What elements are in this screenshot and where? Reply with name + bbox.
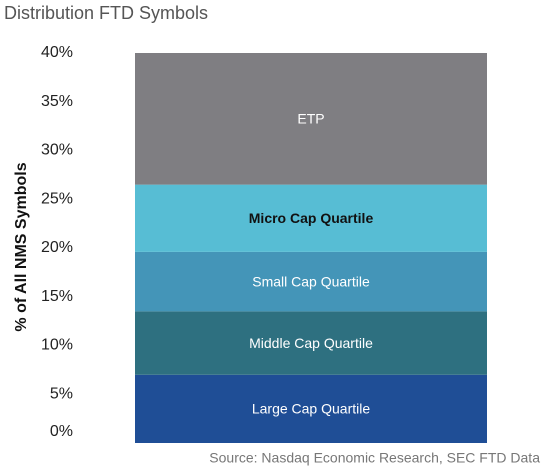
segment-label: ETP	[297, 111, 324, 127]
y-tick-label: 5%	[50, 385, 73, 402]
segment-label: Micro Cap Quartile	[249, 210, 374, 226]
y-tick-label: 20%	[41, 239, 73, 256]
bar-segment	[135, 311, 487, 375]
segment-label: Small Cap Quartile	[252, 273, 370, 289]
y-axis-label: % of All NMS Symbols	[13, 162, 30, 331]
y-tick-label: 25%	[41, 190, 73, 207]
y-tick-label: 35%	[41, 93, 73, 110]
y-tick-label: 40%	[41, 44, 73, 61]
source-note: Source: Nasdaq Economic Research, SEC FT…	[209, 450, 540, 466]
y-tick-label: 15%	[41, 288, 73, 305]
bar-segment	[135, 251, 487, 312]
segment-label: Large Cap Quartile	[252, 401, 371, 417]
bar-segment	[135, 374, 487, 443]
segment-label: Middle Cap Quartile	[249, 335, 373, 351]
bar-segment	[135, 184, 487, 252]
y-tick-label: 0%	[50, 423, 73, 440]
chart-title: Distribution FTD Symbols	[4, 3, 208, 23]
y-tick-label: 10%	[41, 337, 73, 354]
y-tick-label: 30%	[41, 142, 73, 159]
bar-segment	[135, 53, 487, 185]
